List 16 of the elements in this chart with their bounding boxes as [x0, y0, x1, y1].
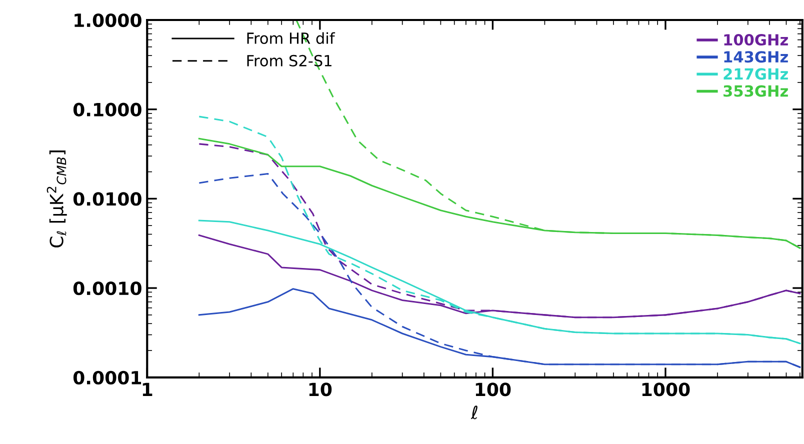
x-tick-label: 1000 [642, 382, 690, 396]
y-tick-label: 0.0100 [73, 192, 142, 206]
legend-label: 143GHz [724, 51, 788, 63]
legend-label: 217GHz [724, 68, 788, 80]
x-tick-label: 10 [309, 382, 332, 396]
y-axis-title: C$_{ℓ}$ [μK$^{2}$$_{CMB}$] [46, 150, 67, 248]
x-tick-label: 1 [142, 382, 152, 396]
y-tick-label: 1.0000 [74, 13, 142, 28]
legend-label: 100GHz [724, 34, 788, 46]
annotation: From S2-S1 [247, 54, 332, 66]
x-axis-title: ℓ [470, 406, 478, 420]
y-tick-label: 0.0010 [73, 282, 142, 296]
x-tick-label: 100 [476, 382, 511, 396]
legend-label: 353GHz [724, 85, 788, 97]
y-tick-label: 0.0001 [73, 370, 142, 385]
y-tick-label: 0.1000 [73, 102, 142, 116]
